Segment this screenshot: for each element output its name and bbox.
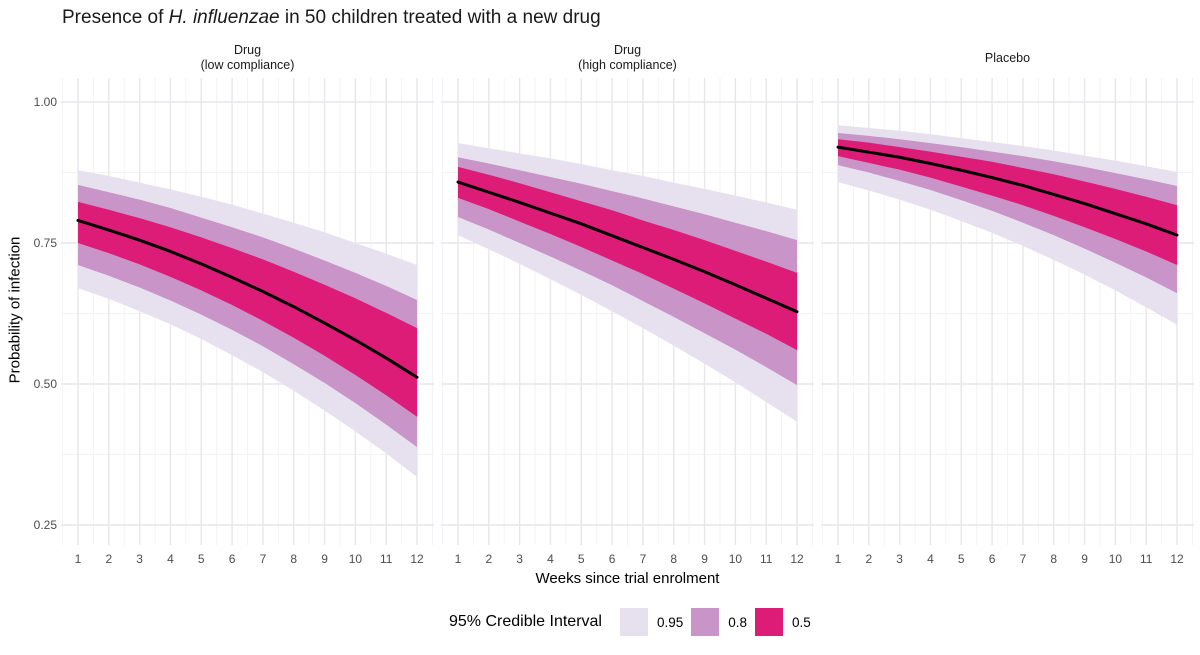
x-tick-label: 6 [988,552,996,566]
x-tick-label: 4 [167,552,174,566]
legend-swatch-095 [619,608,648,636]
x-tick-label: 1 [74,552,82,566]
facet-strip-line: Drug [233,43,262,57]
x-tick-label: 12 [410,552,424,566]
legend-title: 95% Credible Interval [449,613,602,630]
legend-item-095: 0.95 [619,608,684,636]
legend-item-05: 0.5 [755,608,811,636]
x-tick-label: 6 [608,552,616,566]
x-tick-label: 2 [485,552,493,566]
plot-title-suffix: in 50 children treated with a new drug [279,7,601,28]
x-tick-label: 10 [1108,552,1123,566]
x-tick-label: 3 [896,552,903,566]
facet-strip-placebo: Placebo [821,40,1194,76]
median-line [456,180,799,314]
x-tick-label: 9 [1081,552,1088,566]
chart-panel-drug-high [441,78,814,545]
x-tick-label: 2 [865,552,873,566]
x-tick-label: 11 [1139,552,1153,566]
x-tick-label: 10 [728,552,743,566]
ribbon-50 [78,201,418,417]
x-tick-label: 6 [228,552,236,566]
x-tick-label: 9 [701,552,708,566]
plot-title: Presence of H. influenzae in 50 children… [62,7,601,29]
y-tick-label: 1.00 [33,95,57,109]
x-axis-title: Weeks since trial enrolment [535,570,720,587]
chart-panel-drug-low [61,78,434,545]
x-tick-label: 12 [790,552,804,566]
legend-item-08: 0.8 [691,608,747,636]
y-tick-label: 0.75 [33,236,57,250]
facet-strip-drug-high-compliance: Drug (high compliance) [441,40,814,76]
plot-title-prefix: Presence of [62,7,169,28]
x-tick-label: 7 [259,552,267,566]
x-tick-label: 1 [454,552,462,566]
x-tick-label: 9 [321,552,328,566]
facet-strip-line: (low compliance) [200,58,295,72]
y-tick-label: 0.50 [33,377,57,391]
x-tick-label: 7 [1019,552,1027,566]
x-tick-label: 4 [547,552,554,566]
x-tick-label: 5 [957,552,965,566]
x-tick-label: 8 [290,552,298,566]
x-tick-label: 7 [639,552,647,566]
legend-swatch-05 [755,608,784,636]
x-tick-label: 5 [577,552,585,566]
facet-strip-line: Drug [613,43,642,57]
legend-label-05: 0.5 [792,614,811,630]
x-tick-label: 10 [348,552,363,566]
x-tick-label: 1 [834,552,842,566]
legend-swatch-08 [691,608,720,636]
ribbon-50 [838,139,1178,265]
x-tick-label: 3 [516,552,523,566]
x-tick-label: 4 [927,552,934,566]
y-axis-title-text: Probability of infection [6,236,24,384]
x-tick-label: 8 [670,552,678,566]
plot-title-species-italic: H. influenzae [168,7,280,28]
legend: 95% Credible Interval 0.95 0.8 0.5 [449,604,811,640]
x-tick-label: 8 [1050,552,1058,566]
x-tick-label: 12 [1170,552,1184,566]
x-tick-label: 11 [379,552,393,566]
facet-strip-drug-low-compliance: Drug (low compliance) [61,40,434,76]
legend-label-08: 0.8 [728,614,748,630]
x-tick-label: 11 [759,552,773,566]
x-tick-label: 5 [197,552,205,566]
facet-strip-line: (high compliance) [578,58,677,72]
x-tick-label: 3 [136,552,143,566]
ribbon-50 [458,166,798,351]
median-line [836,145,1179,237]
facet-strip-line: Placebo [984,50,1031,65]
x-tick-label: 2 [105,552,113,566]
legend-label-095: 0.95 [656,614,684,630]
median-line [76,218,419,379]
chart-panel-placebo [821,78,1194,545]
y-tick-label: 0.25 [33,518,57,532]
